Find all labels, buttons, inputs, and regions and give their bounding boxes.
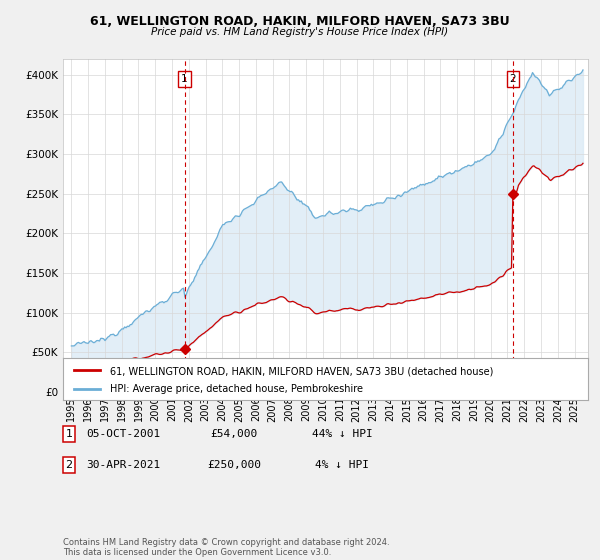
Text: 2: 2 [510, 73, 517, 83]
Text: 44% ↓ HPI: 44% ↓ HPI [311, 429, 373, 439]
Text: 30-APR-2021: 30-APR-2021 [86, 460, 160, 470]
Text: 4% ↓ HPI: 4% ↓ HPI [315, 460, 369, 470]
Text: 05-OCT-2001: 05-OCT-2001 [86, 429, 160, 439]
Text: Contains HM Land Registry data © Crown copyright and database right 2024.
This d: Contains HM Land Registry data © Crown c… [63, 538, 389, 557]
Text: 1: 1 [181, 73, 188, 83]
Text: 61, WELLINGTON ROAD, HAKIN, MILFORD HAVEN, SA73 3BU (detached house): 61, WELLINGTON ROAD, HAKIN, MILFORD HAVE… [110, 366, 494, 376]
Text: Price paid vs. HM Land Registry's House Price Index (HPI): Price paid vs. HM Land Registry's House … [151, 27, 449, 37]
Text: 61, WELLINGTON ROAD, HAKIN, MILFORD HAVEN, SA73 3BU: 61, WELLINGTON ROAD, HAKIN, MILFORD HAVE… [90, 15, 510, 28]
Text: £250,000: £250,000 [207, 460, 261, 470]
Text: 1: 1 [65, 429, 73, 439]
Text: HPI: Average price, detached house, Pembrokeshire: HPI: Average price, detached house, Pemb… [110, 385, 363, 394]
Text: £54,000: £54,000 [211, 429, 257, 439]
Text: 2: 2 [65, 460, 73, 470]
